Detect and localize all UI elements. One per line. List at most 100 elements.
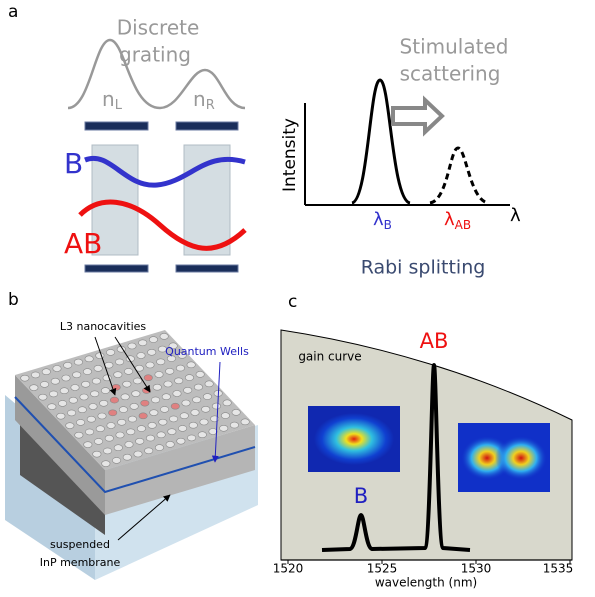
pillar xyxy=(163,380,173,388)
pillar xyxy=(172,390,182,397)
spectrum-sketch xyxy=(304,78,510,206)
pillar xyxy=(100,387,110,394)
panel-label: a xyxy=(8,2,18,22)
pillar xyxy=(94,438,104,445)
pillar xyxy=(161,393,171,401)
pillar xyxy=(181,399,191,407)
pillar xyxy=(136,352,146,359)
pillar xyxy=(38,393,48,401)
pillar xyxy=(133,377,143,385)
caption: Rabi splitting xyxy=(361,257,486,279)
x-tick-label: 1530 xyxy=(461,562,492,576)
index-base: n xyxy=(193,87,206,111)
grating-title: Discrete xyxy=(117,16,200,40)
pillar xyxy=(156,358,166,366)
pillar xyxy=(169,415,179,423)
pillar xyxy=(176,437,186,445)
arrow xyxy=(117,494,171,541)
pillar xyxy=(91,377,101,385)
pillar xyxy=(79,393,89,401)
pillar xyxy=(74,431,84,439)
pillar xyxy=(179,412,189,420)
annotation: L3 nanocavities xyxy=(60,320,147,333)
axis-title: λ xyxy=(510,205,521,226)
pillar xyxy=(151,396,161,404)
pillar xyxy=(20,374,30,382)
pillar xyxy=(106,349,116,356)
pillar xyxy=(138,339,148,347)
pillar xyxy=(193,383,203,391)
process-label: scattering xyxy=(400,62,501,86)
annotation: gain curve xyxy=(298,350,361,364)
pillar xyxy=(229,421,239,429)
pillar xyxy=(97,412,107,420)
lambda-base: λ xyxy=(373,209,384,230)
pillar xyxy=(152,383,162,391)
pillar xyxy=(124,368,134,375)
annotation: suspended xyxy=(50,538,110,551)
peak-label: AB xyxy=(420,329,449,353)
pillar xyxy=(103,447,113,455)
pillar xyxy=(145,434,155,442)
pillar xyxy=(52,365,62,372)
lasing-spectrum xyxy=(280,329,573,561)
pillar xyxy=(109,396,119,404)
arrow xyxy=(114,336,151,393)
pillar xyxy=(68,396,78,404)
pillar xyxy=(154,371,164,378)
pillar xyxy=(157,345,167,353)
pillar xyxy=(112,457,122,464)
annotation: Quantum Wells xyxy=(165,345,249,358)
peak-label: λB xyxy=(373,209,392,232)
pillar xyxy=(147,422,157,429)
pillar xyxy=(147,348,157,356)
pillar xyxy=(135,437,145,445)
pillar xyxy=(115,358,125,366)
pillar xyxy=(124,441,134,448)
pillar xyxy=(170,402,180,410)
pillar xyxy=(47,403,57,410)
pillar xyxy=(31,371,41,379)
pillar xyxy=(61,374,71,382)
x-tick-label: 1535 xyxy=(543,562,574,576)
index-label: nL xyxy=(102,87,123,113)
pillar xyxy=(92,450,102,458)
pillar xyxy=(93,365,103,372)
pillar xyxy=(231,409,241,416)
pillar xyxy=(149,409,159,416)
pillar xyxy=(184,374,194,381)
pillar xyxy=(165,441,175,448)
pillar xyxy=(95,352,105,359)
pillar xyxy=(126,428,136,436)
pillar xyxy=(86,415,96,423)
pillar xyxy=(199,418,209,426)
pillar xyxy=(178,425,188,432)
pillar xyxy=(76,419,86,426)
pillar xyxy=(118,406,128,413)
pillar xyxy=(222,399,232,407)
pillar xyxy=(127,415,137,423)
annotation: InP membrane xyxy=(40,556,121,569)
pillar xyxy=(122,453,132,461)
pillar xyxy=(177,352,187,359)
pillar xyxy=(117,418,127,426)
pillar xyxy=(192,396,202,404)
pillar xyxy=(219,424,229,432)
index-base: n xyxy=(102,87,115,111)
pillar xyxy=(165,367,175,375)
lambda-sub: B xyxy=(384,218,392,232)
pillar xyxy=(160,406,170,413)
pillar xyxy=(167,428,177,435)
pillar xyxy=(211,402,221,410)
pillar xyxy=(201,405,211,413)
pillar xyxy=(133,450,143,458)
pillar xyxy=(73,358,83,366)
pillar xyxy=(186,361,196,369)
pillar xyxy=(127,342,137,350)
pillar xyxy=(70,384,80,391)
pillar xyxy=(58,400,68,407)
pillar xyxy=(154,444,164,451)
pillar xyxy=(95,425,105,433)
pillar xyxy=(143,374,153,382)
